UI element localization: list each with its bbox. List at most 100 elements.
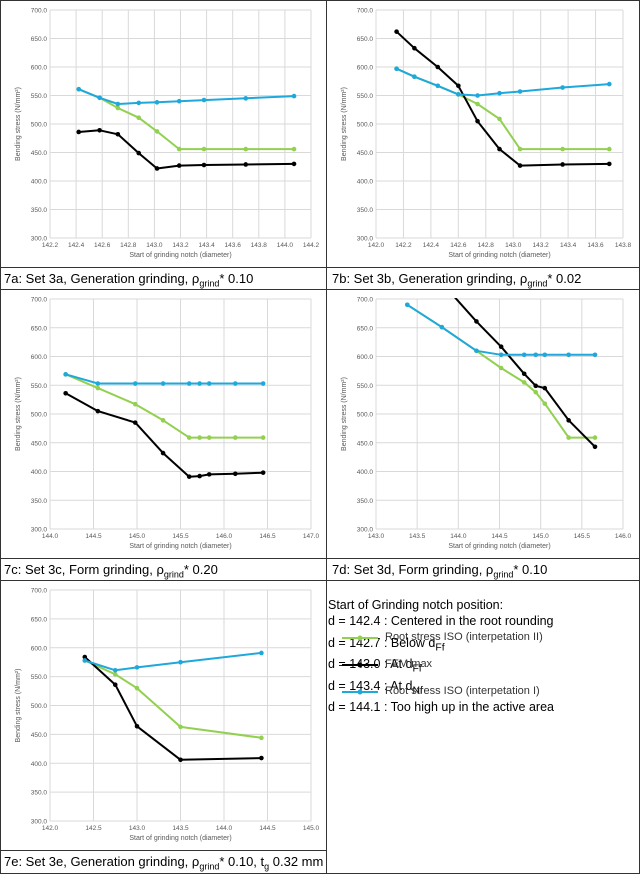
- caption-7c: 7c: Set 3c, Form grinding, ρgrind* 0.20: [4, 562, 218, 580]
- plot-area: [63, 372, 266, 479]
- data-point: [176, 146, 182, 152]
- divider-row2-top: [0, 558, 640, 559]
- data-point: [233, 471, 238, 477]
- data-point: [115, 105, 121, 111]
- chart-panel-7c: 300.0 350.0 400.0 450.0 500.0 550.0 600.0 650.0…: [2, 291, 325, 557]
- x-tick-label: 144.2: [303, 242, 320, 249]
- data-point: [394, 66, 399, 72]
- data-point: [112, 667, 118, 673]
- data-point: [259, 650, 264, 656]
- x-tick-label: 144.0: [450, 533, 467, 540]
- x-axis-label: Start of grinding notch (diameter): [448, 543, 550, 550]
- data-point: [134, 665, 140, 670]
- y-tick-label: 700.0: [357, 297, 374, 304]
- data-point: [132, 420, 138, 425]
- data-point: [112, 672, 118, 677]
- data-point: [186, 381, 192, 386]
- x-tick-label: 147.0: [303, 533, 320, 540]
- chart-svg: 300.0 350.0 400.0 450.0 500.0 550.0 600.0 650.0…: [341, 297, 632, 551]
- data-point: [456, 83, 461, 89]
- data-point: [521, 380, 527, 385]
- data-point: [201, 162, 207, 168]
- data-point: [606, 146, 612, 152]
- data-point: [206, 472, 212, 477]
- data-point: [154, 166, 160, 171]
- data-point: [498, 365, 504, 371]
- y-tick-label: 350.0: [31, 790, 48, 797]
- y-tick-label: 600.0: [31, 645, 48, 652]
- y-tick-label: 500.0: [31, 412, 48, 419]
- y-tick-label: 300.0: [357, 527, 374, 534]
- note-line: d = 142.4 : Centered in the root roundin…: [328, 614, 554, 628]
- data-point: [533, 352, 539, 358]
- y-tick-label: 550.0: [31, 674, 48, 681]
- y-tick-label: 450.0: [31, 440, 48, 447]
- data-point: [260, 470, 266, 475]
- data-point: [475, 101, 480, 107]
- data-point: [82, 658, 88, 663]
- data-point: [197, 435, 202, 440]
- divider-row1-top: [0, 267, 640, 268]
- data-point: [521, 371, 527, 377]
- x-tick-label: 144.5: [491, 533, 508, 540]
- data-point: [291, 146, 297, 152]
- data-point: [474, 319, 479, 324]
- y-tick-label: 450.0: [357, 440, 374, 447]
- y-axis-label: Bending stress (N/mm²): [341, 87, 348, 161]
- y-tick-label: 400.0: [31, 761, 48, 768]
- x-tick-label: 142.2: [42, 242, 59, 249]
- chart-svg: 300.0 350.0 400.0 450.0 500.0 550.0 600.0 650.0…: [15, 588, 320, 843]
- x-tick-label: 143.6: [225, 242, 242, 249]
- x-tick-label: 144.5: [259, 825, 276, 832]
- data-point: [497, 90, 502, 96]
- x-tick-label: 144.0: [216, 825, 233, 832]
- y-tick-label: 300.0: [357, 236, 374, 243]
- x-axis-label: Start of grinding notch (diameter): [129, 835, 231, 842]
- data-point: [243, 162, 249, 167]
- x-axis-label: Start of grinding notch (diameter): [129, 543, 231, 550]
- data-point: [197, 473, 202, 479]
- data-point: [134, 723, 140, 729]
- data-point: [412, 74, 417, 79]
- y-tick-label: 550.0: [31, 383, 48, 390]
- x-tick-label: 143.2: [533, 242, 550, 249]
- note-line: d = 143.4 : At dNf: [328, 678, 423, 697]
- data-point: [560, 162, 565, 167]
- y-tick-label: 700.0: [31, 588, 48, 595]
- y-tick-label: 650.0: [357, 36, 374, 43]
- data-point: [201, 97, 207, 103]
- x-tick-label: 143.5: [409, 533, 426, 540]
- data-point: [160, 381, 166, 386]
- y-tick-label: 450.0: [31, 732, 48, 739]
- series-line: [65, 392, 264, 478]
- data-point: [154, 129, 160, 134]
- data-point: [63, 372, 68, 377]
- data-point: [160, 450, 166, 456]
- y-tick-label: 650.0: [31, 325, 48, 332]
- plot-area: [76, 86, 297, 171]
- x-tick-label: 142.8: [478, 242, 495, 249]
- x-tick-label: 143.0: [129, 825, 146, 832]
- y-axis-label: Bending stress (N/mm²): [341, 377, 348, 451]
- data-point: [439, 324, 445, 330]
- series-line: [396, 67, 610, 97]
- data-point: [115, 131, 121, 137]
- data-point: [542, 385, 548, 391]
- data-point: [412, 45, 417, 51]
- data-point: [435, 64, 441, 70]
- y-axis-label: Bending stress (N/mm²): [15, 669, 22, 743]
- y-tick-label: 400.0: [357, 469, 374, 476]
- y-tick-label: 550.0: [31, 93, 48, 100]
- y-tick-label: 700.0: [31, 297, 48, 304]
- data-point: [233, 381, 238, 386]
- data-point: [498, 344, 504, 350]
- x-tick-label: 142.5: [85, 825, 102, 832]
- caption-7e: 7e: Set 3e, Generation grinding, ρgrind*…: [4, 854, 324, 872]
- notch-position-notes: Start of Grinding notch position: d = 14…: [328, 597, 554, 721]
- x-tick-label: 144.0: [277, 242, 294, 249]
- data-point: [456, 92, 461, 97]
- data-point: [136, 150, 142, 156]
- data-point: [560, 146, 565, 152]
- data-point: [533, 383, 539, 389]
- data-point: [259, 755, 264, 761]
